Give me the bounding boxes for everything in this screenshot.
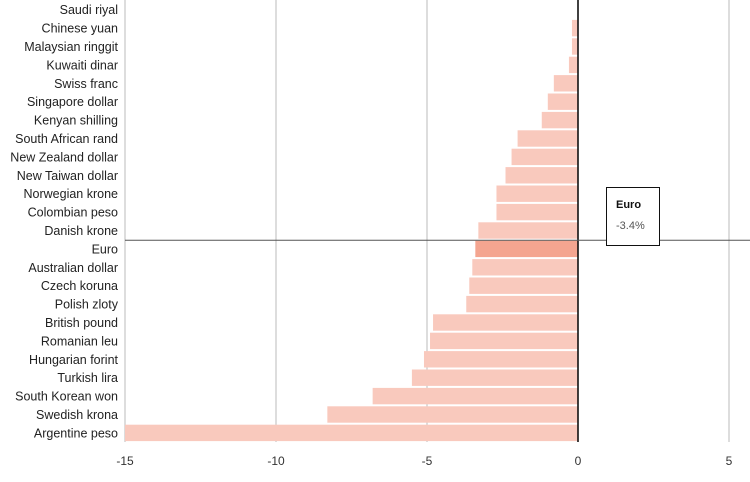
bar[interactable] (372, 387, 578, 405)
category-label: Turkish lira (57, 371, 118, 385)
bar[interactable] (472, 259, 578, 276)
category-label: Polish zloty (55, 298, 119, 312)
category-label: Hungarian forint (29, 353, 118, 367)
bar[interactable] (327, 406, 578, 423)
bar[interactable] (511, 148, 578, 166)
x-tick-label: 5 (726, 454, 733, 468)
category-label: Danish krone (44, 224, 118, 238)
category-label: Saudi riyal (60, 3, 118, 17)
category-label: Singapore dollar (27, 95, 118, 109)
category-label: Australian dollar (28, 261, 118, 275)
bar[interactable] (553, 75, 578, 92)
bar[interactable] (547, 93, 578, 110)
category-label: Swiss franc (54, 77, 118, 91)
category-label: Argentine peso (34, 426, 118, 440)
category-label: Colombian peso (28, 206, 118, 220)
category-label: Kenyan shilling (34, 114, 118, 128)
bars (125, 19, 578, 442)
category-label: Swedish krona (36, 408, 118, 422)
category-label: South Korean won (15, 390, 118, 404)
tooltip: Euro -3.4% (606, 187, 660, 246)
bar[interactable] (411, 369, 578, 386)
grid-lines (124, 0, 730, 442)
bar[interactable] (423, 351, 578, 368)
bar[interactable] (568, 56, 578, 74)
bar[interactable] (505, 167, 578, 184)
category-label: Kuwaiti dinar (46, 58, 118, 72)
bar[interactable] (571, 38, 578, 55)
bar[interactable] (430, 332, 578, 350)
bar[interactable] (475, 240, 578, 258)
category-label: Czech koruna (41, 279, 118, 293)
category-label: South African rand (15, 132, 118, 146)
category-label: Euro (92, 242, 118, 256)
bar[interactable] (466, 295, 578, 313)
tooltip-name: Euro (616, 199, 642, 211)
bar[interactable] (571, 19, 578, 37)
x-tick-label: -10 (267, 454, 285, 468)
bar[interactable] (433, 314, 578, 331)
bar[interactable] (125, 424, 578, 442)
bar[interactable] (478, 222, 578, 239)
x-axis-ticks: -15 -10 -5 0 5 (116, 454, 732, 468)
tooltip-value: -3.4% (616, 220, 645, 232)
bar[interactable] (517, 130, 578, 147)
category-label: British pound (45, 316, 118, 330)
bar[interactable] (496, 203, 578, 221)
category-labels: Saudi riyal Chinese yuan Malaysian ringgit… (10, 3, 118, 440)
category-label: Romanian leu (41, 334, 118, 348)
category-label: New Taiwan dollar (17, 169, 118, 183)
category-label: Norwegian krone (24, 187, 119, 201)
bar[interactable] (496, 185, 578, 202)
category-label: New Zealand dollar (10, 150, 118, 164)
bar[interactable] (541, 111, 578, 129)
x-tick-label: 0 (575, 454, 582, 468)
x-tick-label: -5 (422, 454, 433, 468)
bar[interactable] (469, 277, 578, 294)
category-label: Chinese yuan (42, 22, 118, 36)
category-label: Malaysian ringgit (24, 40, 118, 54)
x-tick-label: -15 (116, 454, 134, 468)
